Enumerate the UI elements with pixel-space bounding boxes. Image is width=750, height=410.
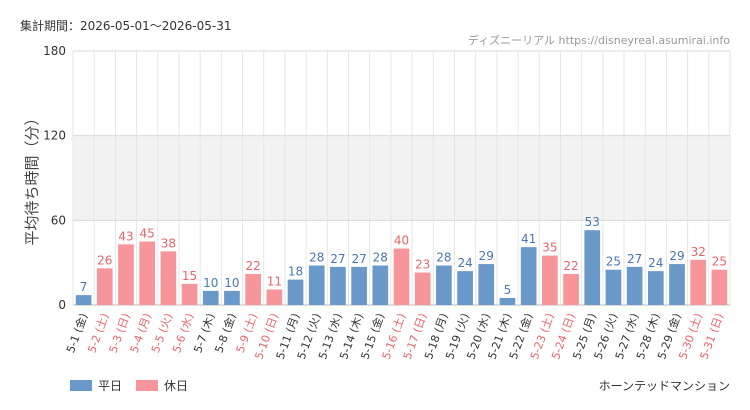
bar [118,244,134,305]
legend-label-weekday: 平日 [98,379,123,393]
bar-value-label: 25 [606,255,621,269]
bar-value-label: 7 [80,280,88,294]
bar-value-label: 29 [479,249,494,263]
bar [711,269,728,305]
bar-value-label: 25 [712,255,727,269]
period-label: 集計期間：2026-05-01～2026-05-31 [20,19,232,33]
bar [202,290,219,305]
bar-value-label: 27 [627,252,642,266]
attraction-name: ホーンテッドマンション [598,379,730,393]
bar [181,283,198,305]
bar-value-label: 23 [415,258,430,272]
bar [351,266,367,305]
bar-value-label: 29 [669,249,684,263]
bar [478,264,495,305]
legend-label-holiday: 休日 [164,379,189,393]
bar-value-label: 11 [267,274,282,288]
bar [393,248,410,305]
bar [563,273,579,305]
bar-value-label: 43 [118,229,133,243]
bar [414,272,431,305]
bar-value-label: 24 [457,256,472,270]
bar-value-label: 38 [161,236,176,250]
bar [224,290,240,305]
bar-value-label: 22 [563,259,578,273]
bar [584,230,601,305]
bar-value-label: 5 [504,283,512,297]
bar-value-label: 15 [182,269,197,283]
legend-swatch-weekday [70,380,92,391]
bar-value-label: 32 [691,245,706,259]
bar [647,271,664,305]
legend-swatch-holiday [136,380,159,391]
bar-value-label: 10 [224,276,239,290]
bar-value-label: 26 [97,253,112,267]
bar-value-label: 27 [351,252,366,266]
bar [330,266,346,305]
bar [457,271,473,305]
bar [245,273,261,305]
bar-value-label: 28 [436,250,451,264]
bar [605,269,622,305]
bar [75,295,92,305]
bar [139,241,156,305]
bar-value-label: 22 [246,259,261,273]
bar-value-label: 27 [330,252,345,266]
y-axis-title: 平均待ち時間（分） [23,110,41,245]
bar [287,279,304,305]
bar [160,251,177,305]
bar-value-label: 28 [309,250,324,264]
bar-value-label: 53 [585,215,600,229]
bar [372,265,389,305]
bar-value-label: 10 [203,276,218,290]
bar [266,289,283,305]
bar [626,266,643,305]
bar [96,268,113,305]
legend-item-weekday: 平日 [70,377,122,394]
bar [542,255,558,305]
bar-value-label: 40 [394,234,409,248]
bar [520,247,537,305]
legend: 平日 休日 [70,377,202,394]
bar-value-label: 18 [288,265,303,279]
bar [690,259,707,305]
bar [499,297,516,305]
y-tick-label: 180 [43,44,66,58]
bar-value-label: 45 [140,227,155,241]
legend-item-holiday: 休日 [136,377,188,394]
bar-value-label: 24 [648,256,663,270]
bar-value-label: 35 [542,241,557,255]
bar [669,264,685,305]
bar-value-label: 28 [373,250,388,264]
bar [308,265,325,305]
y-tick-label: 120 [43,129,66,143]
y-tick-label: 0 [58,298,66,312]
shaded-band [73,135,730,221]
bar [436,265,452,305]
bar-value-label: 41 [521,232,536,246]
source-label: ディズニーリアル https://disneyreal.asumirai.inf… [467,34,730,47]
y-tick-label: 60 [51,213,66,227]
